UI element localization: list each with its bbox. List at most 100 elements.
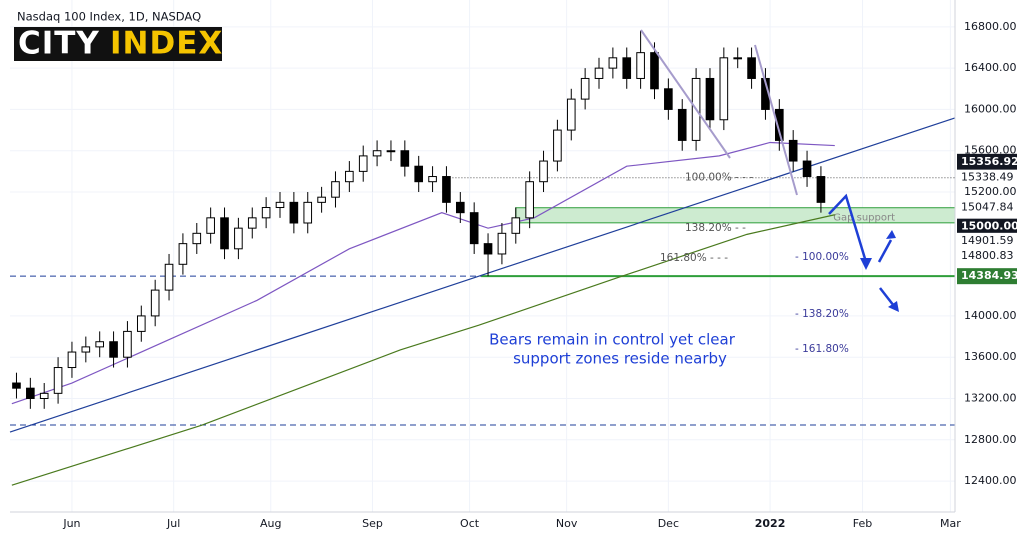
price-label-box (957, 218, 1017, 235)
price-label-box (957, 248, 1017, 265)
candle-body (39, 392, 49, 400)
x-tick-label: Dec (658, 517, 679, 530)
axes: 16800.00 16400.00 16000.00 15600.00 15200.00… (62, 20, 1019, 530)
price-label-box (957, 268, 1017, 285)
candle-body (386, 150, 396, 153)
candle-body (525, 181, 534, 219)
y-tick-label: 13600.00 (964, 350, 1017, 363)
candle-body (594, 67, 604, 79)
logo-text: CITY (18, 26, 100, 62)
y-tick-label: 16000.00 (964, 102, 1017, 115)
price-label: 14901.59 (961, 234, 1014, 247)
price-label: 14800.83 (961, 249, 1014, 262)
candle-body (483, 243, 493, 255)
logo-text: INDEX (110, 26, 223, 62)
price-label-box (957, 169, 1017, 186)
candle-body (497, 232, 507, 255)
zone-label: Gap support (833, 212, 895, 223)
overlay-line (11, 214, 835, 486)
x-tick-label: Feb (853, 517, 872, 530)
price-label: 14384.93 (961, 269, 1019, 282)
candles (12, 30, 826, 409)
price-label: 15047.84 (961, 201, 1014, 214)
price-label: 15000.00 (961, 220, 1019, 233)
arrow-head (888, 301, 899, 312)
pattern-line (640, 29, 731, 159)
candle-body (261, 207, 271, 219)
candle-body (178, 243, 188, 265)
candle-body (247, 217, 257, 229)
candle-body (400, 150, 410, 167)
projection-arrow (828, 193, 868, 263)
annotation: Bears remain in control yet clear (489, 331, 736, 349)
x-tick-label: Jun (62, 517, 80, 530)
candle-body (733, 57, 743, 60)
price-label-box (957, 232, 1017, 249)
candle-body (469, 212, 479, 245)
price-label: 15356.92 (961, 155, 1019, 168)
x-tick-label: Jul (166, 517, 180, 530)
y-tick-label: 13200.00 (964, 392, 1017, 405)
candle-body (553, 129, 562, 162)
candle-body (303, 201, 313, 224)
price-label: 15338.49 (961, 171, 1014, 184)
fib-label: - 161.80% (795, 343, 849, 355)
fib-label: - 138.20% (795, 308, 849, 320)
y-tick-label: 16400.00 (964, 61, 1017, 74)
candle-body (719, 57, 729, 121)
annotation: support zones reside nearby (513, 350, 727, 368)
price-label-box (957, 153, 1017, 170)
candle-body (192, 232, 202, 245)
candle-body (511, 217, 521, 234)
fib-label: 100.00% - - - (685, 172, 753, 184)
candle-body (150, 289, 160, 317)
candle-body (636, 52, 645, 79)
y-tick-label: 15200.00 (964, 185, 1017, 198)
x-tick-label: Aug (260, 517, 281, 530)
candle-body (372, 150, 382, 157)
arrow-head (860, 258, 872, 270)
candle-body (95, 341, 105, 348)
candle-body (12, 382, 21, 389)
candle-body (788, 139, 798, 162)
pattern-line (754, 44, 798, 196)
y-tick-label: 14000.00 (964, 309, 1017, 322)
candle-body (664, 88, 673, 110)
candle-body (109, 341, 118, 358)
candle-body (136, 315, 146, 332)
y-tick-label: 15600.00 (964, 144, 1017, 157)
candle-body (622, 57, 632, 79)
candle-body (816, 176, 826, 203)
candle-body (81, 346, 91, 353)
candle-body (67, 351, 77, 369)
arrow-head (886, 230, 896, 239)
candle-body (677, 108, 687, 141)
fib-label: 161.80% - - - (660, 252, 728, 264)
candle-body (206, 217, 215, 234)
grid (10, 0, 955, 512)
chart-title: Nasdaq 100 Index, 1D, NASDAQ (17, 10, 201, 24)
y-tick-label: 12800.00 (964, 433, 1017, 446)
y-tick-label: 16800.00 (964, 20, 1017, 33)
candle-body (414, 165, 424, 183)
candle-body (275, 201, 285, 209)
x-tick-label: Oct (460, 517, 480, 530)
candle-body (164, 263, 174, 291)
candle-body (705, 77, 715, 121)
logo-box (14, 27, 222, 61)
projection-arrow (879, 287, 895, 307)
candle-body (802, 160, 812, 178)
fib-label: 138.20% - - (685, 222, 746, 234)
candle-body (289, 201, 299, 224)
candle-body (317, 196, 326, 203)
candle-body (53, 367, 63, 394)
projection-arrow (877, 239, 893, 263)
candle-body (220, 217, 229, 250)
x-tick-label: Sep (362, 517, 383, 530)
candle-body (345, 170, 354, 183)
overlay-line (9, 117, 956, 433)
y-tick-label: 12400.00 (964, 474, 1017, 487)
